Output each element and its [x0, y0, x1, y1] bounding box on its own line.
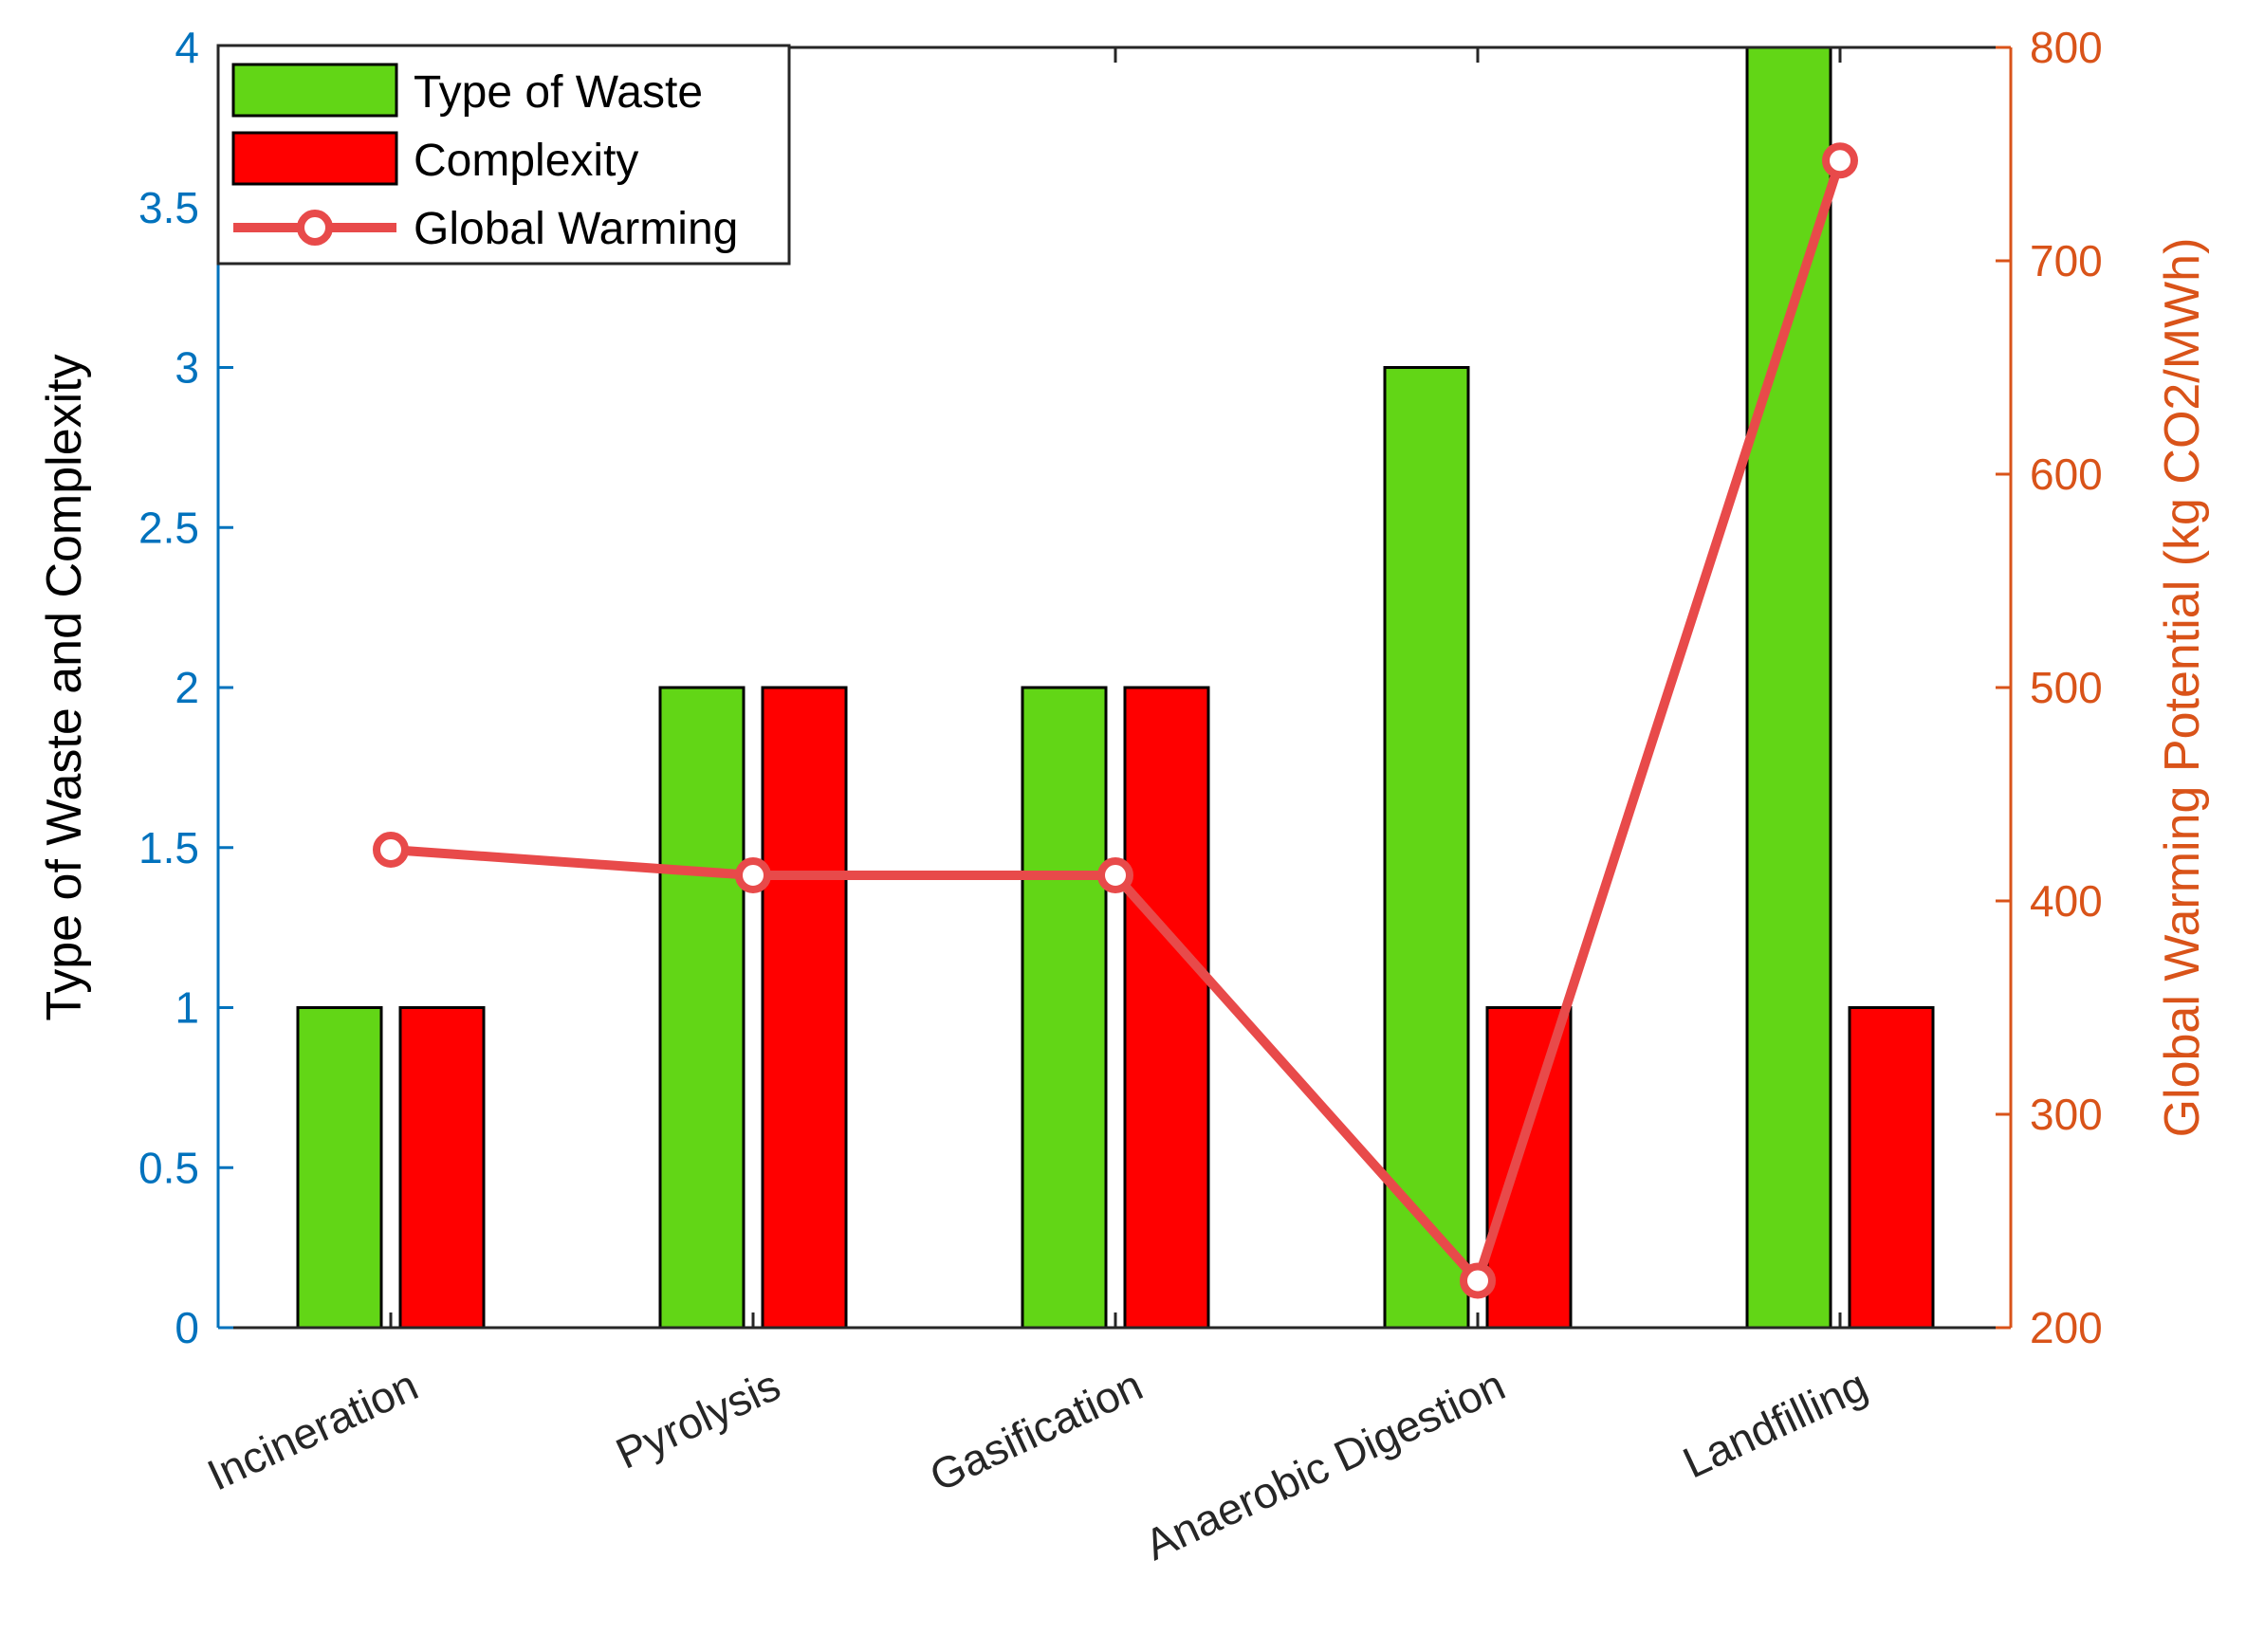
legend: Type of Waste Complexity Global Warming [216, 44, 791, 266]
bars-layer [296, 46, 1935, 1330]
y-right-tick-label: 800 [2030, 23, 2103, 72]
bar-type-of-waste-pyrolysis [658, 686, 746, 1330]
marker-global-warming-anaerobic-digestion [1460, 1262, 1496, 1299]
x-tick-label-landfilling: Landfilling [1675, 1360, 1874, 1488]
legend-label-complexity: Complexity [414, 136, 638, 186]
y-left-tick-label: 1 [175, 983, 199, 1033]
y-right-tick-label: 600 [2030, 450, 2103, 499]
bar-complexity-anaerobic-digestion [1485, 1006, 1573, 1330]
y-left-tick-label: 0 [175, 1303, 199, 1352]
line-layer [373, 142, 1858, 1299]
y-left-tick-label: 3 [175, 343, 199, 393]
bar-type-of-waste-anaerobic-digestion [1383, 366, 1470, 1330]
y-left-tick-label: 2 [175, 663, 199, 712]
y-right-tick-label: 400 [2030, 876, 2103, 926]
bar-complexity-gasification [1123, 686, 1210, 1330]
marker-global-warming-landfilling [1822, 142, 1858, 179]
x-tick-label-pyrolysis: Pyrolysis [608, 1360, 787, 1478]
y-right-tick-label: 200 [2030, 1303, 2103, 1352]
y-left-tick-label: 4 [175, 23, 199, 72]
bar-type-of-waste-gasification [1021, 686, 1108, 1330]
marker-global-warming-gasification [1097, 857, 1133, 893]
y-left-axis-label: Type of Waste and Complexity [37, 354, 92, 1020]
y-left-tick-label: 3.5 [138, 183, 199, 232]
marker-global-warming-incineration [373, 832, 409, 868]
y-right-axis-label: Global Warming Potential (kg CO2/MWh) [2155, 238, 2210, 1138]
legend-swatch-type-of-waste [231, 63, 398, 118]
x-tick-label-gasification: Gasification [922, 1360, 1150, 1501]
bar-complexity-pyrolysis [761, 686, 848, 1330]
y-right-tick-label: 500 [2030, 663, 2103, 712]
y-left-tick-label: 2.5 [138, 503, 199, 552]
line-global-warming [386, 156, 1845, 1286]
bar-complexity-landfilling [1848, 1006, 1935, 1330]
legend-label-type-of-waste: Type of Waste [414, 67, 703, 118]
bar-type-of-waste-incineration [296, 1006, 383, 1330]
legend-swatch-complexity [231, 131, 398, 186]
x-tick-label-incineration: Incineration [200, 1360, 426, 1500]
y-left-tick-label: 0.5 [138, 1143, 199, 1192]
legend-swatch-global-warming-marker [297, 210, 333, 246]
bar-complexity-incineration [398, 1006, 486, 1330]
y-right-tick-label: 300 [2030, 1090, 2103, 1139]
marker-global-warming-pyrolysis [735, 857, 771, 893]
y-left-tick-label: 1.5 [138, 823, 199, 872]
legend-label-global-warming: Global Warming [414, 204, 738, 254]
x-tick-label-anaerobic-digestion: Anaerobic Digestion [1137, 1360, 1512, 1569]
y-right-tick-label: 700 [2030, 236, 2103, 285]
